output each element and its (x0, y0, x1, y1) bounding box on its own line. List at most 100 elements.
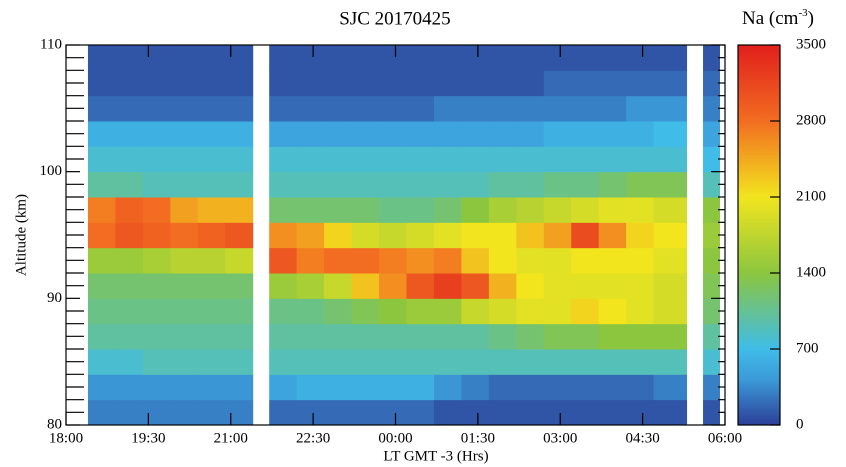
heat-cell (142, 171, 171, 198)
heat-cell (269, 374, 298, 401)
heat-cell (488, 298, 517, 325)
x-axis-label: LT GMT -3 (Hrs) (383, 448, 488, 464)
heat-cell (433, 222, 462, 249)
heat-cell (170, 171, 199, 198)
x-tick-label: 06:00 (708, 430, 742, 446)
heat-cell (461, 222, 490, 249)
heat-cell (324, 197, 353, 223)
heat-cell (115, 121, 144, 147)
heat-cell (351, 273, 380, 299)
heat-cell (703, 197, 721, 223)
heat-cell (87, 70, 116, 97)
heat-cell (461, 146, 490, 173)
heat-cell (433, 399, 462, 426)
heat-cell (461, 298, 490, 325)
heat-cell (653, 121, 688, 147)
heat-cell (488, 70, 517, 97)
heat-cell (571, 121, 600, 147)
y-tick-label: 100 (40, 163, 63, 179)
heat-cell (324, 247, 353, 274)
heat-cell (653, 298, 688, 325)
heat-cell (351, 323, 380, 350)
heat-cell (379, 121, 407, 147)
heat-cell (324, 222, 353, 249)
heat-cell (87, 399, 116, 426)
heat-cell (142, 70, 171, 97)
heat-cell (197, 374, 226, 401)
heat-cell (324, 70, 353, 97)
heat-cell (653, 273, 688, 299)
heat-cell (516, 146, 545, 173)
heat-cell (269, 121, 298, 147)
heat-cell (170, 298, 199, 325)
heat-cell (87, 222, 116, 249)
heat-cell (351, 70, 380, 97)
heat-cell (379, 146, 407, 173)
heat-cell (197, 171, 226, 198)
heat-cell (351, 121, 380, 147)
heat-cell (225, 399, 254, 426)
heat-cell (170, 121, 199, 147)
heat-cell (406, 247, 435, 274)
heat-cell (703, 222, 721, 249)
heat-cell (433, 146, 462, 173)
heat-cell (115, 45, 144, 71)
colorbar-tick-label: 2100 (796, 188, 826, 204)
heat-cell (433, 298, 462, 325)
x-tick-label: 04:30 (626, 430, 660, 446)
heat-cell (225, 95, 254, 122)
heat-cell (351, 222, 380, 249)
heat-cell (626, 95, 655, 122)
heat-cell (351, 298, 380, 325)
heat-cell (269, 247, 298, 274)
heat-cell (488, 273, 517, 299)
heat-cell (379, 399, 407, 426)
heat-cell (87, 95, 116, 122)
heat-cell (571, 298, 600, 325)
heat-cell (516, 70, 545, 97)
heat-cell (170, 349, 199, 375)
x-tick-label: 21:00 (214, 430, 248, 446)
heat-cell (653, 247, 688, 274)
heat-cell (516, 323, 545, 350)
heat-cell (197, 323, 226, 350)
heat-cell (170, 95, 199, 122)
heat-cell (571, 45, 600, 71)
heat-cell (461, 399, 490, 426)
heat-cell (703, 95, 721, 122)
heat-cell (461, 45, 490, 71)
heat-cell (87, 121, 116, 147)
heat-cell (379, 247, 407, 274)
heat-cell (324, 323, 353, 350)
heat-cell (225, 222, 254, 249)
heat-cell (433, 70, 462, 97)
heat-cell (115, 146, 144, 173)
heat-cell (351, 171, 380, 198)
heat-cell (351, 197, 380, 223)
heat-cell (296, 146, 325, 173)
heat-cell (461, 171, 490, 198)
heat-cell (598, 273, 627, 299)
heat-cell (543, 273, 572, 299)
heat-cell (225, 45, 254, 71)
heat-cell (142, 247, 171, 274)
heat-cell (626, 146, 655, 173)
heat-cell (142, 146, 171, 173)
heat-cell (115, 298, 144, 325)
heat-cell (379, 171, 407, 198)
heat-cell (351, 146, 380, 173)
heat-cell (461, 197, 490, 223)
heat-cell (324, 298, 353, 325)
heat-cell (406, 323, 435, 350)
heat-cell (626, 349, 655, 375)
x-tick-label: 00:00 (378, 430, 412, 446)
heat-cell (296, 298, 325, 325)
heat-cell (543, 121, 572, 147)
heat-cell (461, 273, 490, 299)
heat-cell (225, 146, 254, 173)
heat-cell (142, 222, 171, 249)
heat-cell (406, 121, 435, 147)
heat-cell (516, 247, 545, 274)
heat-cell (225, 323, 254, 350)
